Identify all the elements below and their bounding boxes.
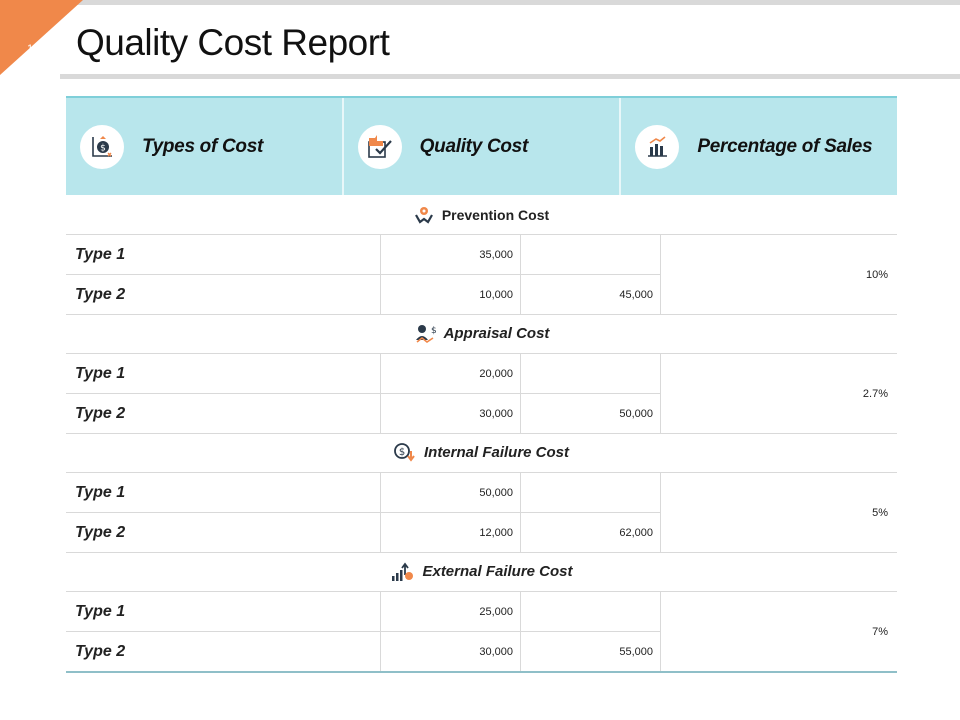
percentage-of-sales: 7% (660, 592, 897, 671)
section-prevention-cost: Prevention Cost (66, 195, 897, 235)
header-types-of-cost: $ Types of Cost (66, 98, 342, 195)
header-quality-cost: Quality Cost (341, 98, 620, 195)
header-label: Types of Cost (142, 135, 264, 157)
thumbs-up-checklist-icon (357, 124, 402, 169)
table-row: Type 2 12,000 62,000 (66, 513, 897, 553)
table-row: Type 1 25,000 (66, 592, 897, 632)
top-divider (20, 0, 960, 5)
percentage-of-sales: 5% (660, 473, 897, 552)
row-total: 45,000 (520, 275, 660, 314)
row-value: 50,000 (380, 473, 520, 512)
table-header: $ Types of Cost Quality Cost (66, 96, 897, 195)
section-rows: Type 1 35,000 Type 2 10,000 45,000 10% (66, 235, 897, 315)
table-row: Type 2 30,000 50,000 (66, 394, 897, 434)
row-total (520, 592, 660, 631)
row-value: 20,000 (380, 354, 520, 393)
row-value: 10,000 (380, 275, 520, 314)
header-label: Percentage of Sales (697, 135, 873, 157)
section-title: Prevention Cost (441, 206, 550, 223)
bar-chart-growth-icon (635, 124, 680, 169)
slide-number: 1 (26, 43, 34, 55)
quality-cost-table: $ Types of Cost Quality Cost (66, 96, 897, 673)
svg-text:$: $ (399, 447, 405, 458)
row-value: 35,000 (380, 235, 520, 274)
row-type: Type 1 (75, 245, 126, 263)
bar-growth-dollar-icon (390, 562, 414, 582)
slide-number-flag (0, 0, 83, 75)
cost-chart-icon: $ (80, 124, 124, 169)
table-row: Type 2 30,000 55,000 (66, 632, 897, 673)
table-row: Type 1 50,000 (66, 473, 897, 513)
percentage-of-sales: 10% (660, 235, 897, 314)
dollar-down-arrow-icon: $ (394, 442, 416, 463)
section-external-failure-cost: External Failure Cost (66, 552, 897, 592)
row-total (520, 235, 660, 274)
svg-text:$: $ (100, 143, 106, 153)
section-rows: Type 1 50,000 Type 2 12,000 62,000 5% (66, 473, 897, 553)
row-type: Type 2 (75, 523, 126, 541)
section-title: Appraisal Cost (443, 325, 550, 342)
hand-gear-icon (414, 205, 434, 225)
section-internal-failure-cost: $ Internal Failure Cost (66, 433, 897, 473)
row-type: Type 2 (75, 642, 126, 660)
row-value: 30,000 (380, 394, 520, 433)
page-title: Quality Cost Report (76, 22, 390, 63)
section-title: External Failure Cost (422, 563, 573, 580)
row-value: 12,000 (380, 513, 520, 552)
row-type: Type 2 (75, 404, 126, 422)
person-dollar-icon: $ (414, 324, 436, 344)
table-row: Type 2 10,000 45,000 (66, 275, 897, 315)
row-total (520, 473, 660, 512)
row-total: 55,000 (520, 632, 660, 671)
header-label: Quality Cost (419, 135, 529, 157)
row-value: 30,000 (380, 632, 520, 671)
table-row: Type 1 20,000 (66, 354, 897, 394)
row-type: Type 1 (75, 602, 126, 620)
section-title: Internal Failure Cost (423, 444, 570, 461)
row-type: Type 1 (75, 364, 126, 382)
row-type: Type 2 (75, 285, 126, 303)
header-percentage-of-sales: Percentage of Sales (619, 98, 897, 195)
title-underline (60, 74, 960, 79)
row-value: 25,000 (380, 592, 520, 631)
table-row: Type 1 35,000 (66, 235, 897, 275)
section-rows: Type 1 20,000 Type 2 30,000 50,000 2.7% (66, 354, 897, 434)
row-type: Type 1 (75, 483, 126, 501)
row-total: 50,000 (520, 394, 660, 433)
row-total: 62,000 (520, 513, 660, 552)
row-total (520, 354, 660, 393)
svg-text:$: $ (431, 326, 436, 336)
section-rows: Type 1 25,000 Type 2 30,000 55,000 7% (66, 592, 897, 673)
percentage-of-sales: 2.7% (660, 354, 897, 433)
section-appraisal-cost: $ Appraisal Cost (66, 314, 897, 354)
